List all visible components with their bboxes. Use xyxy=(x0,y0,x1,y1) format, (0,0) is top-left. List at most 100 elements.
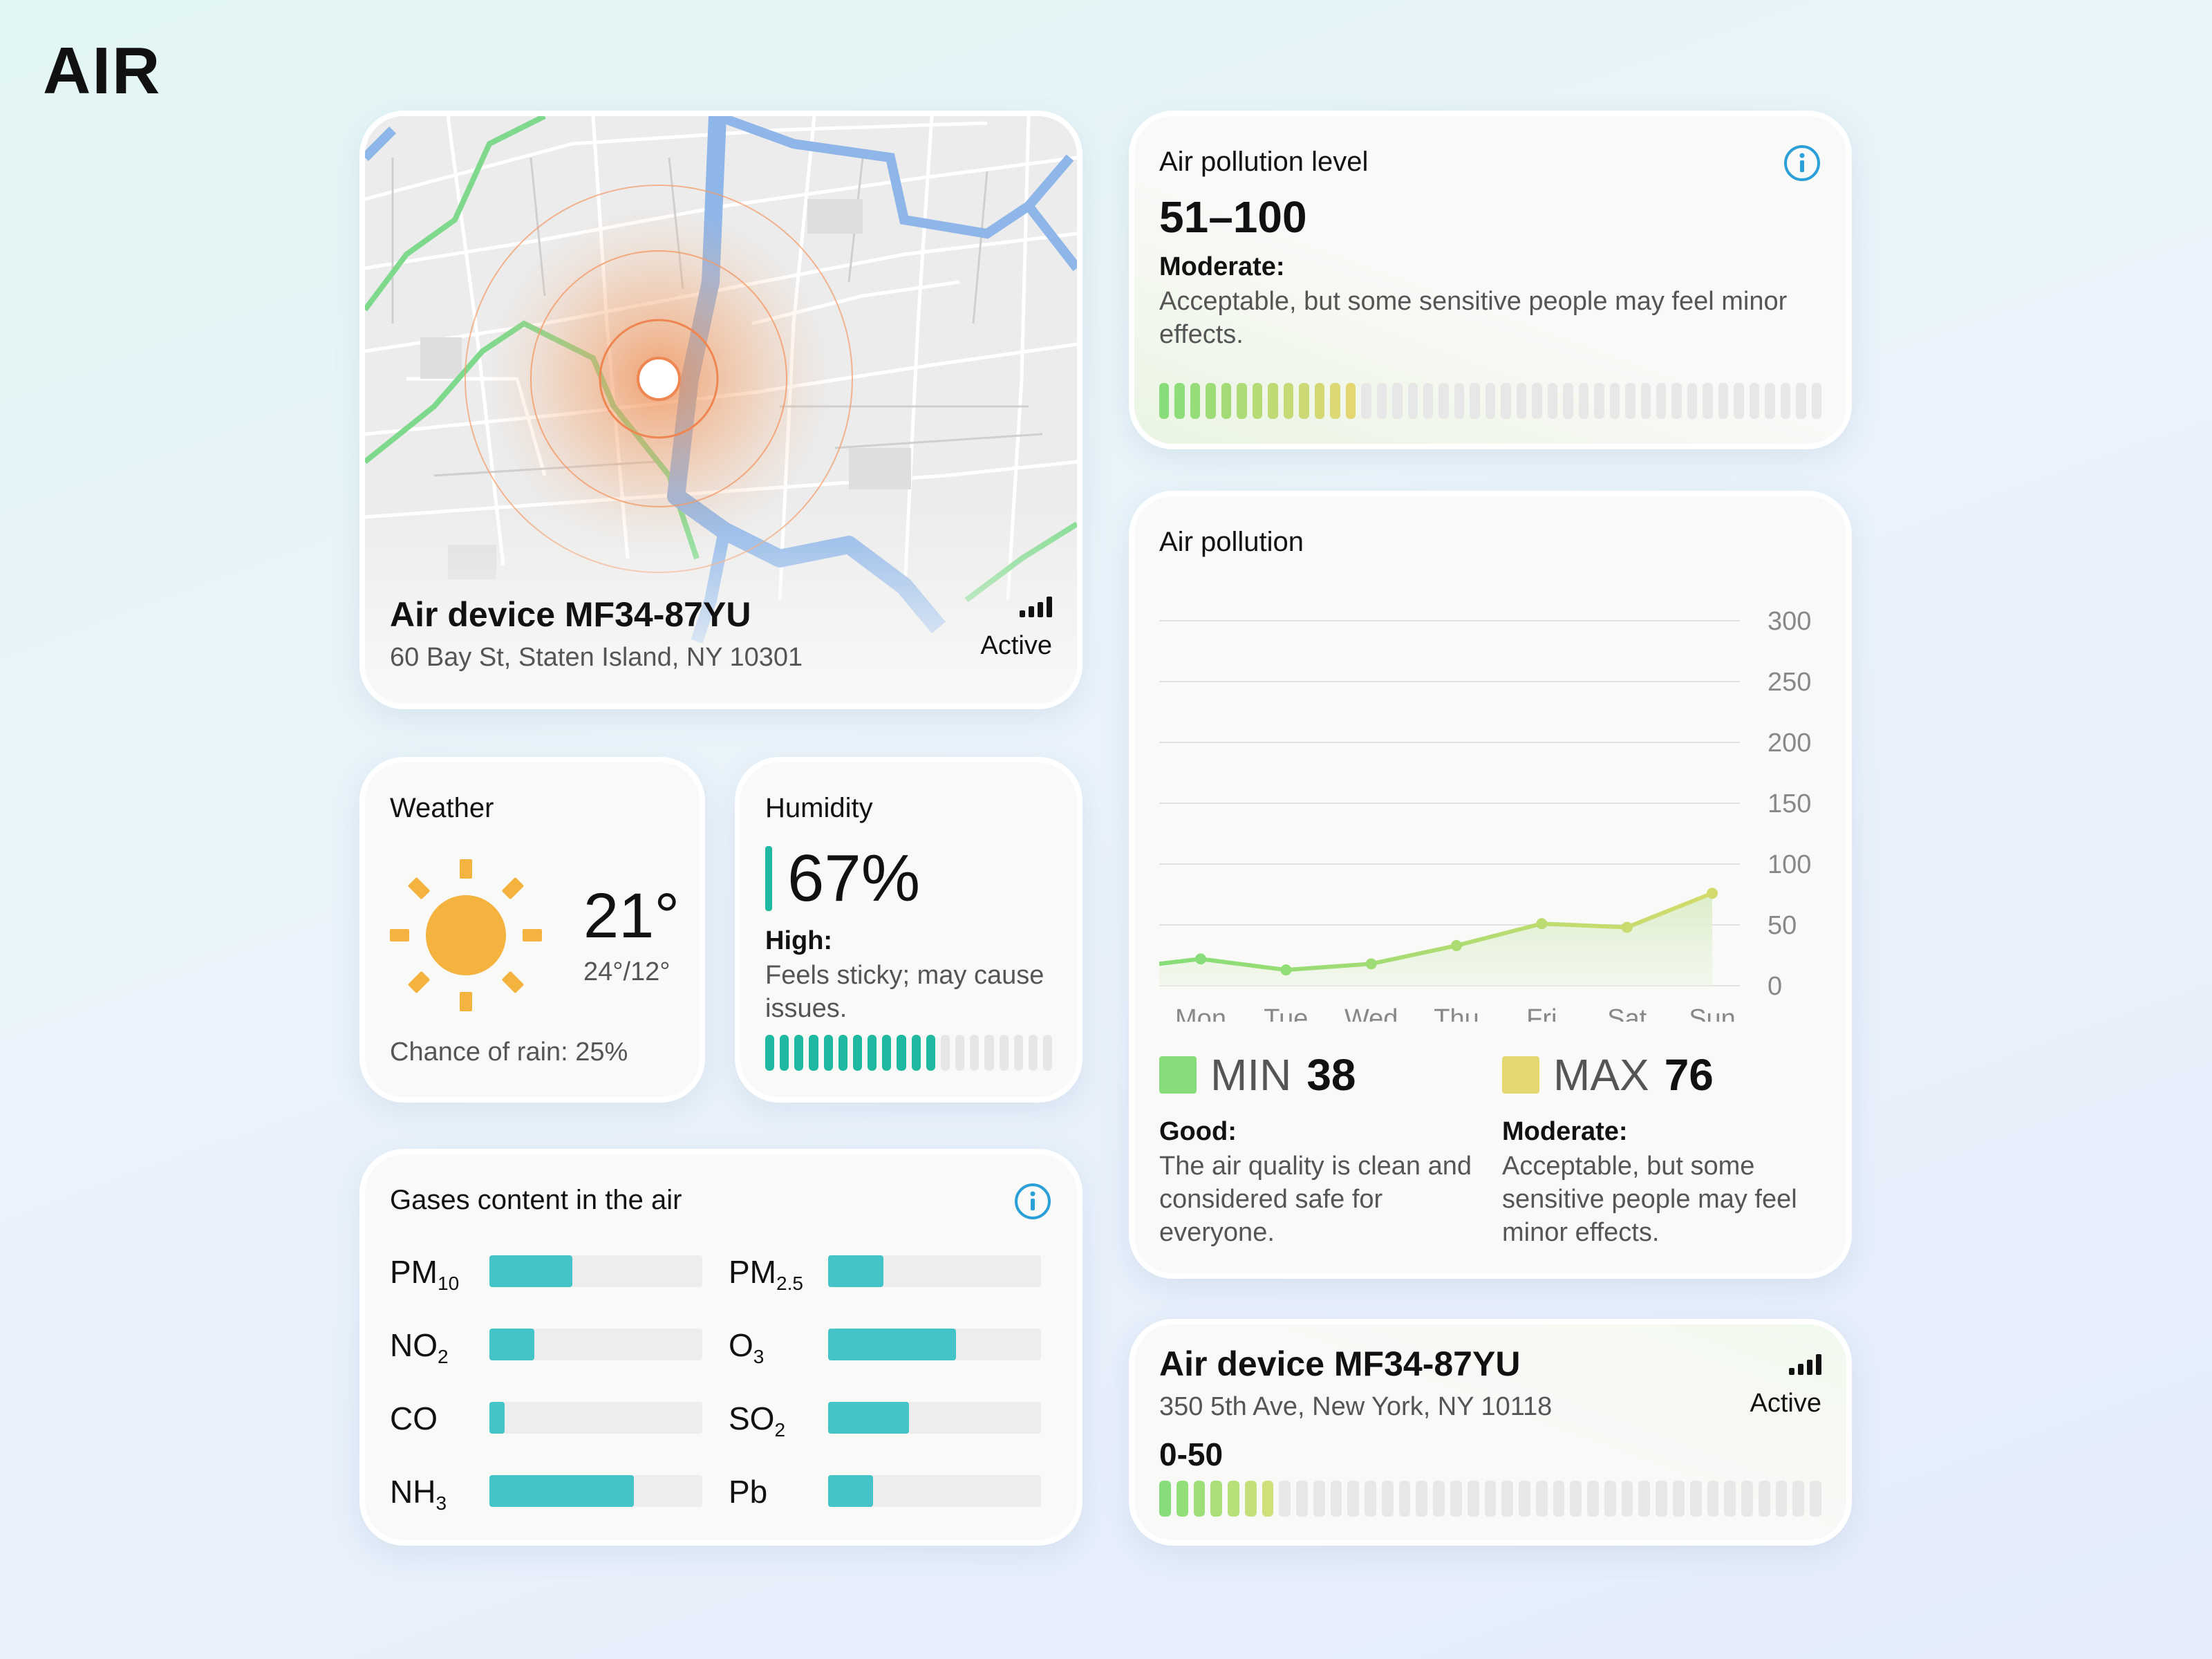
meter-segment xyxy=(1423,383,1434,419)
humidity-indicator xyxy=(765,846,772,911)
meter-segment xyxy=(1330,1481,1342,1517)
data-point xyxy=(1451,939,1462,951)
meter-segment xyxy=(1609,383,1620,419)
meter-segment xyxy=(1671,383,1682,419)
meter-segment xyxy=(1501,383,1511,419)
gases-card[interactable]: Gases content in the air PM10 PM2.5 NO2 O3 C… xyxy=(359,1149,1082,1546)
meter-segment xyxy=(1407,383,1418,419)
device-title: Air device MF34-87YU xyxy=(1159,1344,1521,1383)
meter-segment xyxy=(1810,1481,1821,1517)
gas-level-bar xyxy=(489,1329,702,1360)
meter-segment xyxy=(1361,383,1371,419)
meter-segment xyxy=(1672,1481,1685,1517)
gas-name: O3 xyxy=(729,1327,765,1368)
pollution-meter xyxy=(1159,383,1822,419)
y-tick-label: 150 xyxy=(1768,789,1811,818)
app-logo: AIR xyxy=(43,34,162,108)
data-point xyxy=(1707,888,1718,899)
meter-segment xyxy=(868,1035,877,1071)
meter-segment xyxy=(794,1035,804,1071)
gas-name: Pb xyxy=(729,1474,768,1510)
meter-segment xyxy=(1734,383,1744,419)
sun-icon xyxy=(390,859,542,1011)
gas-level-bar xyxy=(828,1402,1041,1434)
meter-segment xyxy=(1313,1481,1325,1517)
info-icon[interactable] xyxy=(1013,1182,1052,1221)
gas-name: PM10 xyxy=(390,1254,460,1295)
humidity-description: Feels sticky; may cause issues. xyxy=(765,961,1044,1023)
gas-level-fill xyxy=(489,1255,573,1287)
meter-segment xyxy=(1221,383,1232,419)
meter-segment xyxy=(1485,383,1496,419)
meter-segment xyxy=(1210,1481,1223,1517)
meter-segment xyxy=(1438,383,1449,419)
gas-name: SO2 xyxy=(729,1400,786,1441)
meter-segment xyxy=(1563,383,1573,419)
pollution-level-description: Acceptable, but some sensitive people ma… xyxy=(1159,287,1788,349)
signal-icon xyxy=(1020,597,1052,617)
meter-segment xyxy=(1553,1481,1565,1517)
gas-level-fill xyxy=(489,1402,505,1434)
gas-name: NH3 xyxy=(390,1474,447,1515)
min-summary: MIN 38 Good: The air quality is clean an… xyxy=(1159,1049,1477,1249)
gas-level-fill xyxy=(828,1402,910,1434)
gas-level-bar xyxy=(828,1475,1041,1507)
air-pollution-card[interactable]: Air pollution 0 50 100 150 200 250 300 Mon Tue We… xyxy=(1129,491,1852,1279)
meter-segment xyxy=(1193,1481,1206,1517)
data-point xyxy=(1195,953,1206,965)
gas-level-bar xyxy=(828,1329,1041,1360)
device-location-marker xyxy=(637,357,681,401)
rain-chance: Chance of rain: 25% xyxy=(390,1038,628,1067)
meter-segment xyxy=(1268,383,1278,419)
humidity-card[interactable]: Humidity 67% High: Feels sticky; may cau… xyxy=(735,757,1082,1103)
pollution-level-card[interactable]: Air pollution level 51–100 Moderate: Acc… xyxy=(1129,111,1852,449)
max-value: 76 xyxy=(1664,1050,1714,1100)
weather-title: Weather xyxy=(390,793,494,823)
meter-segment xyxy=(765,1035,775,1071)
weather-card[interactable]: Weather 21° 24°/12° Chance of rain: 25% xyxy=(359,757,705,1103)
humidity-value: 67% xyxy=(787,841,921,915)
device-card[interactable]: Air device MF34-87YU 350 5th Ave, New Yo… xyxy=(1129,1319,1852,1546)
meter-segment xyxy=(852,1035,863,1071)
info-icon[interactable] xyxy=(1783,144,1821,182)
y-tick-label: 300 xyxy=(1768,607,1811,636)
meter-segment xyxy=(1296,1481,1308,1517)
meter-segment xyxy=(1345,383,1356,419)
y-tick-label: 100 xyxy=(1768,850,1811,879)
meter-segment xyxy=(984,1035,994,1071)
meter-segment xyxy=(1398,1481,1411,1517)
status-label: Active xyxy=(1750,1389,1821,1418)
device-map-card[interactable]: Air device MF34-87YU 60 Bay St, Staten I… xyxy=(359,111,1082,709)
meter-segment xyxy=(911,1035,921,1071)
meter-segment xyxy=(1376,383,1387,419)
gas-level-bar xyxy=(828,1255,1041,1287)
min-value: 38 xyxy=(1306,1050,1356,1100)
meter-segment xyxy=(1159,1481,1171,1517)
device-address: 350 5th Ave, New York, NY 10118 xyxy=(1159,1392,1553,1421)
meter-segment xyxy=(1042,1035,1053,1071)
meter-segment xyxy=(1176,1481,1188,1517)
meter-segment xyxy=(1689,1481,1702,1517)
device-map-footer: Air device MF34-87YU 60 Bay St, Staten I… xyxy=(390,594,1052,673)
map-view[interactable] xyxy=(365,116,1077,704)
device-title: Air device MF34-87YU xyxy=(390,595,751,634)
x-tick-label: Mon xyxy=(1175,1004,1226,1022)
gas-level-fill xyxy=(828,1329,956,1360)
device-range: 0-50 xyxy=(1159,1436,1224,1472)
max-summary: MAX 76 Moderate: Acceptable, but some se… xyxy=(1502,1049,1820,1249)
data-point xyxy=(1365,958,1377,970)
meter-segment xyxy=(897,1035,906,1071)
meter-segment xyxy=(1244,1481,1257,1517)
meter-segment xyxy=(1758,1481,1770,1517)
meter-segment xyxy=(1811,383,1822,419)
meter-segment xyxy=(1279,1481,1291,1517)
meter-segment xyxy=(926,1035,935,1071)
gas-level-bar xyxy=(489,1475,702,1507)
meter-segment xyxy=(1314,383,1325,419)
gas-level-bar xyxy=(489,1255,702,1287)
x-tick-label: Wed xyxy=(1344,1004,1398,1022)
max-level: Moderate: xyxy=(1502,1117,1628,1146)
meter-segment xyxy=(1780,383,1791,419)
pollution-level-title: Air pollution level xyxy=(1159,147,1369,177)
gas-name: NO2 xyxy=(390,1327,449,1368)
